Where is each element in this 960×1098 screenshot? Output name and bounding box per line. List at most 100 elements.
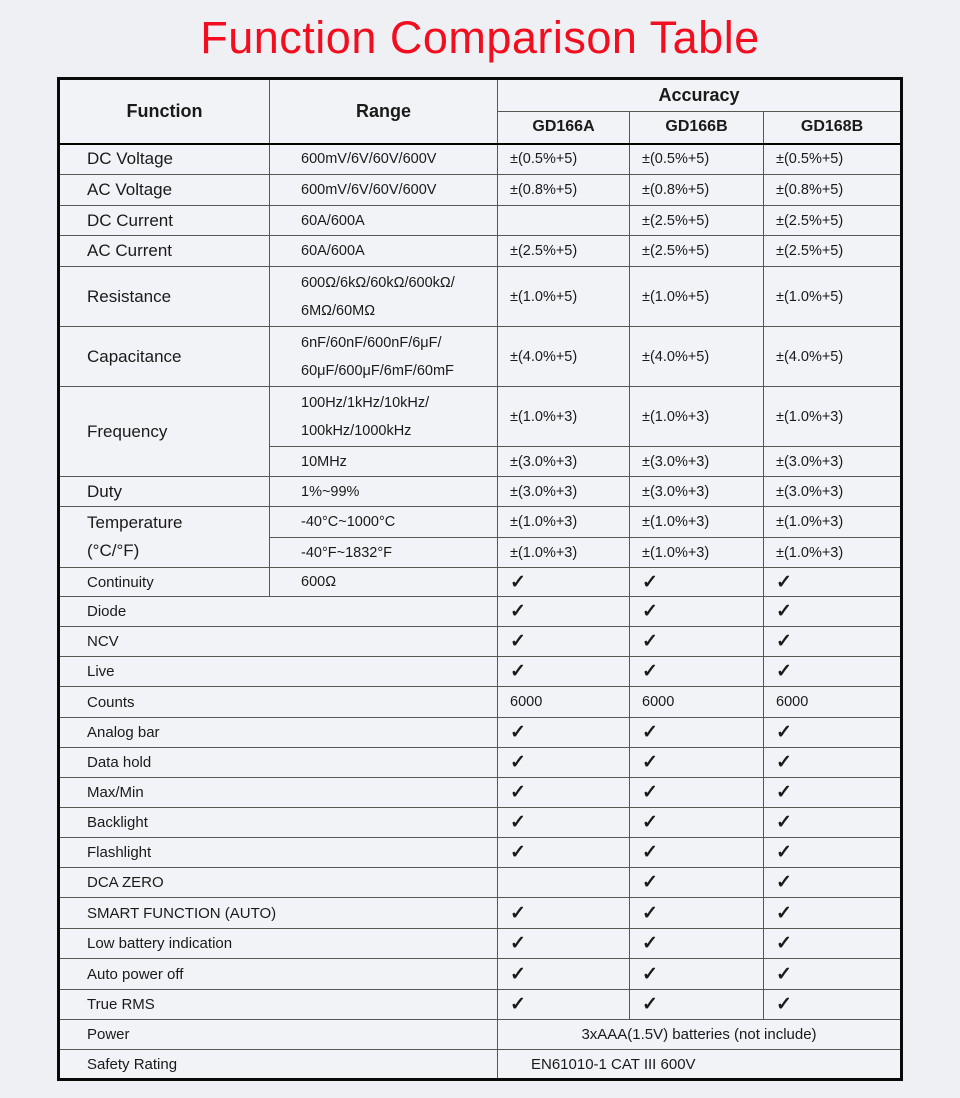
function-cell: Diode (58, 596, 498, 627)
function-cell: Frequency (58, 386, 270, 477)
function-cell: Continuity (58, 567, 270, 597)
check-gd168b: ✓ (763, 989, 902, 1020)
column-header-range: Range (269, 78, 498, 145)
function-cell: NCV (58, 626, 498, 657)
row-true-rms: True RMS ✓ ✓ ✓ (58, 989, 902, 1020)
range-cell: 1%~99% (269, 476, 498, 507)
model-header-gd168b: GD168B (763, 111, 902, 145)
function-cell: SMART FUNCTION (AUTO) (58, 897, 498, 929)
function-cell: Backlight (58, 807, 498, 838)
check-gd168b: ✓ (763, 747, 902, 778)
row-ac-current: AC Current 60A/600A ±(2.5%+5) ±(2.5%+5) … (58, 235, 902, 267)
check-gd166a: ✓ (497, 807, 630, 838)
accuracy-gd166b: ±(2.5%+5) (629, 235, 764, 267)
row-safety-rating: Safety Rating EN61010-1 CAT III 600V (58, 1049, 902, 1080)
check-gd168b: ✓ (763, 807, 902, 838)
function-cell: Capacitance (58, 326, 270, 387)
check-gd166a: ✓ (497, 596, 630, 627)
column-header-accuracy: Accuracy (497, 78, 902, 112)
range-cell: 100Hz/1kHz/10kHz/ 100kHz/1000kHz (269, 386, 498, 447)
accuracy-gd166b: ±(0.5%+5) (629, 143, 764, 175)
function-cell: DC Current (58, 205, 270, 236)
check-gd166a: ✓ (497, 958, 630, 990)
accuracy-gd166a: ±(2.5%+5) (497, 235, 630, 267)
function-cell: Counts (58, 686, 498, 718)
accuracy-gd166a: ±(0.8%+5) (497, 174, 630, 206)
check-gd166a: ✓ (497, 897, 630, 929)
accuracy-gd166a: ±(1.0%+3) (497, 386, 630, 447)
check-gd166a: ✓ (497, 928, 630, 959)
function-cell: Safety Rating (58, 1049, 498, 1080)
row-analog-bar: Analog bar ✓ ✓ ✓ (58, 717, 902, 748)
check-gd166a: ✓ (497, 626, 630, 657)
range-cell: -40°F~1832°F (269, 537, 498, 568)
row-diode: Diode ✓ ✓ ✓ (58, 596, 902, 627)
function-cell: AC Voltage (58, 174, 270, 206)
check-gd168b: ✓ (763, 928, 902, 959)
accuracy-gd168b: ±(1.0%+3) (763, 537, 902, 568)
check-gd166a: ✓ (497, 837, 630, 868)
row-frequency-1: Frequency 100Hz/1kHz/10kHz/ 100kHz/1000k… (58, 386, 902, 477)
function-cell: Live (58, 656, 498, 687)
accuracy-gd166b: ±(1.0%+5) (629, 266, 764, 327)
accuracy-gd166b: ±(1.0%+3) (629, 537, 764, 568)
check-gd166b: ✓ (629, 958, 764, 990)
accuracy-gd168b: ±(1.0%+3) (763, 386, 902, 447)
check-gd168b: ✓ (763, 897, 902, 929)
accuracy-gd166b: ±(3.0%+3) (629, 476, 764, 507)
row-data-hold: Data hold ✓ ✓ ✓ (58, 747, 902, 778)
check-gd168b: ✓ (763, 958, 902, 990)
range-cell: -40°C~1000°C (269, 506, 498, 538)
function-cell: Temperature (°C/°F) (58, 506, 270, 568)
accuracy-gd166b: ±(1.0%+3) (629, 386, 764, 447)
accuracy-gd168b: ±(3.0%+3) (763, 446, 902, 477)
accuracy-gd166a: ±(1.0%+3) (497, 537, 630, 568)
function-cell: Low battery indication (58, 928, 498, 959)
row-smart-function: SMART FUNCTION (AUTO) ✓ ✓ ✓ (58, 897, 902, 929)
range-cell: 600Ω (269, 567, 498, 597)
accuracy-gd166a: ±(3.0%+3) (497, 446, 630, 477)
row-capacitance: Capacitance 6nF/60nF/600nF/6μF/ 60μF/600… (58, 326, 902, 387)
accuracy-gd166b: ±(0.8%+5) (629, 174, 764, 206)
range-cell: 60A/600A (269, 205, 498, 236)
accuracy-gd166a: ±(0.5%+5) (497, 143, 630, 175)
row-live: Live ✓ ✓ ✓ (58, 656, 902, 687)
row-low-battery: Low battery indication ✓ ✓ ✓ (58, 928, 902, 959)
row-duty: Duty 1%~99% ±(3.0%+3) ±(3.0%+3) ±(3.0%+3… (58, 476, 902, 507)
accuracy-gd168b: ±(0.5%+5) (763, 143, 902, 175)
row-temperature-1: Temperature (°C/°F) -40°C~1000°C ±(1.0%+… (58, 506, 902, 568)
function-cell: Data hold (58, 747, 498, 778)
row-dca-zero: DCA ZERO ✓ ✓ (58, 867, 902, 898)
check-gd168b: ✓ (763, 867, 902, 898)
accuracy-gd166a: ±(4.0%+5) (497, 326, 630, 387)
row-temperature-2: -40°F~1832°F ±(1.0%+3) ±(1.0%+3) ±(1.0%+… (59, 537, 902, 568)
function-cell: Auto power off (58, 958, 498, 990)
check-gd166b: ✓ (629, 717, 764, 748)
check-gd168b: ✓ (763, 626, 902, 657)
column-header-function: Function (58, 78, 270, 145)
page-title: Function Comparison Table (200, 12, 760, 63)
check-gd166b: ✓ (629, 897, 764, 929)
accuracy-gd166b: ±(3.0%+3) (629, 446, 764, 477)
safety-rating-value: EN61010-1 CAT III 600V (497, 1049, 902, 1080)
row-frequency-2: 10MHz ±(3.0%+3) ±(3.0%+3) ±(3.0%+3) (59, 446, 902, 477)
accuracy-gd168b: ±(4.0%+5) (763, 326, 902, 387)
range-cell: 600mV/6V/60V/600V (269, 143, 498, 175)
accuracy-gd166a: ±(1.0%+5) (497, 266, 630, 327)
range-cell: 6nF/60nF/600nF/6μF/ 60μF/600μF/6mF/60mF (269, 326, 498, 387)
function-cell: Resistance (58, 266, 270, 327)
check-gd166a: ✓ (497, 717, 630, 748)
function-cell: Power (58, 1019, 498, 1050)
accuracy-gd166a: ±(1.0%+3) (497, 506, 630, 538)
accuracy-gd168b: ±(0.8%+5) (763, 174, 902, 206)
check-gd166b: ✓ (629, 656, 764, 687)
row-ac-voltage: AC Voltage 600mV/6V/60V/600V ±(0.8%+5) ±… (58, 174, 902, 206)
check-gd166b: ✓ (629, 867, 764, 898)
check-gd166b: ✓ (629, 596, 764, 627)
check-gd166a: ✓ (497, 747, 630, 778)
check-gd166b: ✓ (629, 777, 764, 808)
function-comparison-table: Function Range Accuracy GD166A GD166B GD… (57, 77, 903, 1081)
accuracy-gd166a (497, 205, 630, 236)
header-row-top: Function Range Accuracy (58, 78, 902, 145)
row-dc-current: DC Current 60A/600A ±(2.5%+5) ±(2.5%+5) (58, 205, 902, 236)
